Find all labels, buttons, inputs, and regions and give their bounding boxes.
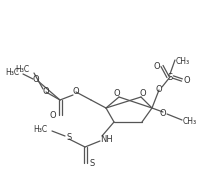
Text: S: S (167, 72, 173, 81)
Text: CH₃: CH₃ (176, 57, 190, 66)
Text: S: S (66, 134, 72, 142)
Text: O: O (154, 62, 160, 71)
Text: O: O (184, 76, 190, 84)
Text: CH₃: CH₃ (183, 117, 197, 125)
Text: O: O (33, 74, 39, 83)
Text: O: O (50, 110, 56, 120)
Text: O: O (140, 88, 146, 98)
Text: O: O (156, 84, 162, 93)
Text: H₃C: H₃C (15, 64, 29, 74)
Text: O: O (43, 86, 49, 96)
Text: NH: NH (100, 134, 112, 144)
Text: S: S (89, 159, 95, 168)
Text: O: O (73, 86, 79, 96)
Text: O: O (114, 88, 120, 98)
Text: H₃C: H₃C (5, 67, 19, 76)
Text: H₃C: H₃C (33, 125, 47, 134)
Text: O: O (160, 108, 166, 117)
